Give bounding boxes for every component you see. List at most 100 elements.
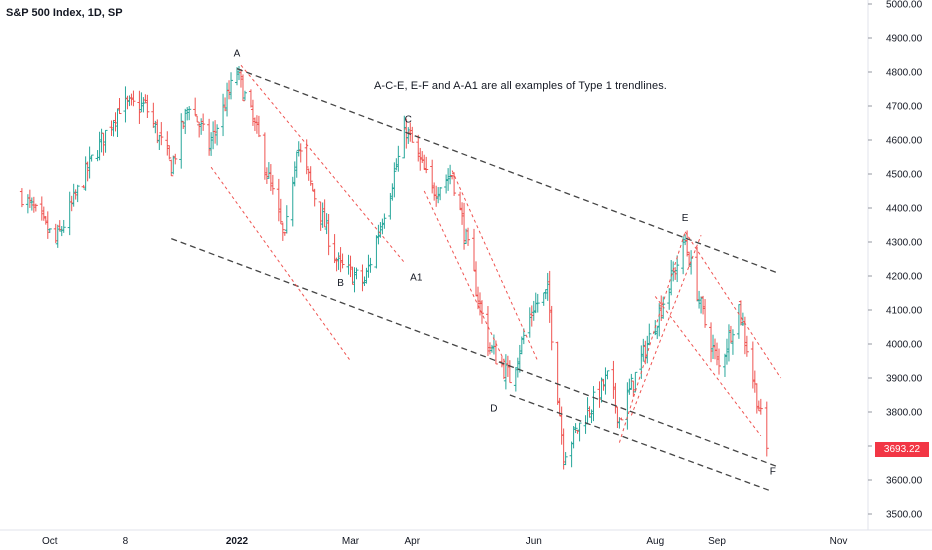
price-bar <box>187 106 192 121</box>
price-bars <box>19 66 769 470</box>
price-bar <box>627 378 632 395</box>
trendline-red <box>423 190 507 365</box>
price-bar <box>318 201 323 231</box>
price-bar <box>699 296 704 314</box>
price-bar <box>547 270 552 323</box>
y-tick-label: 4600.00 <box>886 136 923 147</box>
price-bar <box>545 272 550 301</box>
price-bar <box>137 90 142 124</box>
price-bar <box>123 86 128 123</box>
price-bar <box>744 335 749 357</box>
price-bar <box>669 259 674 296</box>
price-bar <box>501 358 506 380</box>
y-axis: 5000.00 4900.00 4800.00 4700.00 4600.00 4500.… <box>867 0 923 530</box>
price-bar <box>252 117 257 132</box>
x-tick-label: 2022 <box>226 536 249 547</box>
price-bar <box>360 264 365 292</box>
y-tick-label: 4000.00 <box>886 340 923 351</box>
price-bar <box>45 211 50 239</box>
price-bar <box>141 97 146 113</box>
price-bar <box>605 370 610 380</box>
price-bar <box>667 288 672 310</box>
price-bar <box>448 164 453 185</box>
price-bar <box>364 267 369 284</box>
price-bar <box>322 199 327 228</box>
price-bar <box>71 183 76 207</box>
price-bar <box>764 401 769 457</box>
price-bar <box>738 300 743 326</box>
price-bar <box>43 216 48 225</box>
price-bar <box>310 182 315 192</box>
price-bar <box>81 184 86 189</box>
price-bar <box>201 113 206 131</box>
price-bar <box>420 151 425 164</box>
y-tick-label: 3800.00 <box>886 408 923 419</box>
price-bar <box>256 115 261 138</box>
price-bar <box>67 191 72 236</box>
price-bar <box>57 220 62 232</box>
price-bar <box>577 422 582 442</box>
price-bar <box>185 107 190 121</box>
price-bar <box>752 370 757 393</box>
y-tick-label: 4900.00 <box>886 34 923 45</box>
price-bar <box>29 197 34 211</box>
price-bar <box>701 295 706 315</box>
price-bar <box>517 344 522 373</box>
price-bar <box>559 406 564 445</box>
price-bar <box>382 213 387 229</box>
price-bar <box>713 338 718 360</box>
price-bar <box>101 132 106 156</box>
price-bar <box>117 98 122 115</box>
price-bar <box>392 162 397 198</box>
price-bar <box>264 167 269 184</box>
price-bar <box>145 94 150 119</box>
price-bar <box>207 118 212 156</box>
price-bar <box>139 92 144 112</box>
price-bar <box>722 353 727 377</box>
price-bar <box>754 383 759 414</box>
price-bar <box>352 267 357 293</box>
price-bar <box>25 194 30 214</box>
y-tick-label: 4400.00 <box>886 204 923 215</box>
price-bar <box>211 121 216 150</box>
price-bar <box>83 156 88 191</box>
price-bar <box>183 108 188 135</box>
price-bar <box>535 293 540 313</box>
y-tick-label: 5000.00 <box>886 0 923 11</box>
price-bar <box>157 134 162 150</box>
price-bar <box>589 409 594 424</box>
price-bar <box>633 371 638 393</box>
price-bar <box>625 382 630 430</box>
price-bar <box>394 158 399 171</box>
price-bar <box>53 223 58 244</box>
price-bar <box>193 97 198 116</box>
point-label: F <box>770 467 776 478</box>
price-bar <box>169 159 174 177</box>
y-tick-label: 3600.00 <box>886 476 923 487</box>
price-bar <box>709 322 714 363</box>
price-bar <box>603 367 608 395</box>
x-tick-label: Sep <box>708 536 726 547</box>
x-axis: Oct 8 2022 Mar Apr Jun Aug Sep Nov <box>42 536 847 547</box>
price-bar <box>324 213 329 235</box>
price-bar <box>89 154 94 162</box>
price-bar <box>235 67 239 86</box>
price-bar <box>422 154 427 171</box>
price-bar <box>242 90 247 101</box>
price-bar <box>167 145 172 160</box>
point-label: E <box>682 213 689 224</box>
price-bar <box>332 234 337 264</box>
price-bar <box>254 115 259 134</box>
price-bar <box>424 156 429 174</box>
price-bar <box>223 97 228 112</box>
trendline-red <box>654 296 762 437</box>
price-bar <box>209 132 214 156</box>
price-bar <box>647 323 652 346</box>
price-bar <box>97 131 102 161</box>
price-bar <box>406 127 411 144</box>
price-bar <box>756 400 761 412</box>
price-bar <box>131 90 136 107</box>
trendline-black <box>171 237 777 468</box>
price-bar <box>215 124 220 146</box>
